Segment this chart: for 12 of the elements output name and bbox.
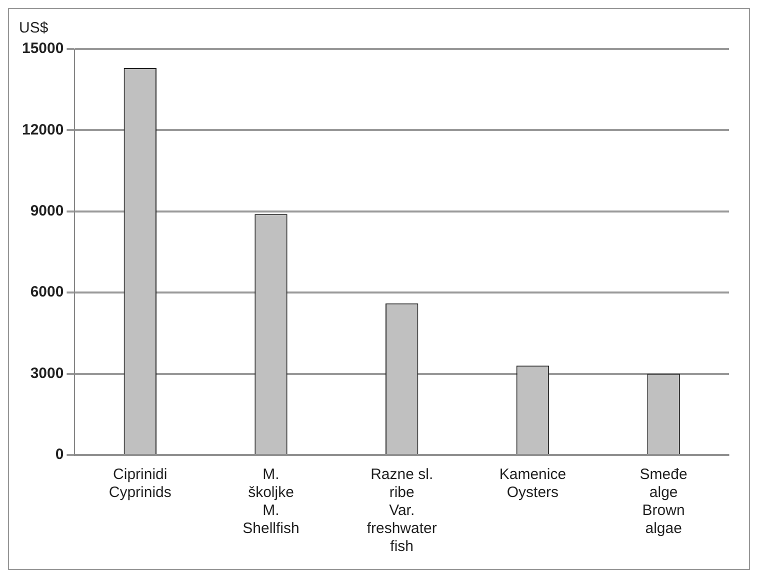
y-tick-label: 0 bbox=[55, 446, 64, 464]
x-tick-label: Kamenice Oysters bbox=[499, 466, 566, 502]
y-tick-label: 3000 bbox=[30, 364, 64, 382]
y-axis-title: US$ bbox=[19, 20, 49, 37]
y-tick-label: 12000 bbox=[22, 121, 64, 138]
x-tick-label: Ciprinidi Cyprinids bbox=[108, 466, 172, 502]
y-tick-label: 15000 bbox=[22, 40, 64, 58]
x-tick-label: M. školjke M. Shellfish bbox=[242, 466, 300, 538]
x-tick-label: Razne sl. ribe Var. freshwater fish bbox=[366, 466, 437, 556]
y-tick-label: 6000 bbox=[30, 284, 64, 301]
x-tick-label: Smeđe alge Brown algae bbox=[640, 466, 688, 538]
y-tick-label: 9000 bbox=[30, 202, 64, 220]
